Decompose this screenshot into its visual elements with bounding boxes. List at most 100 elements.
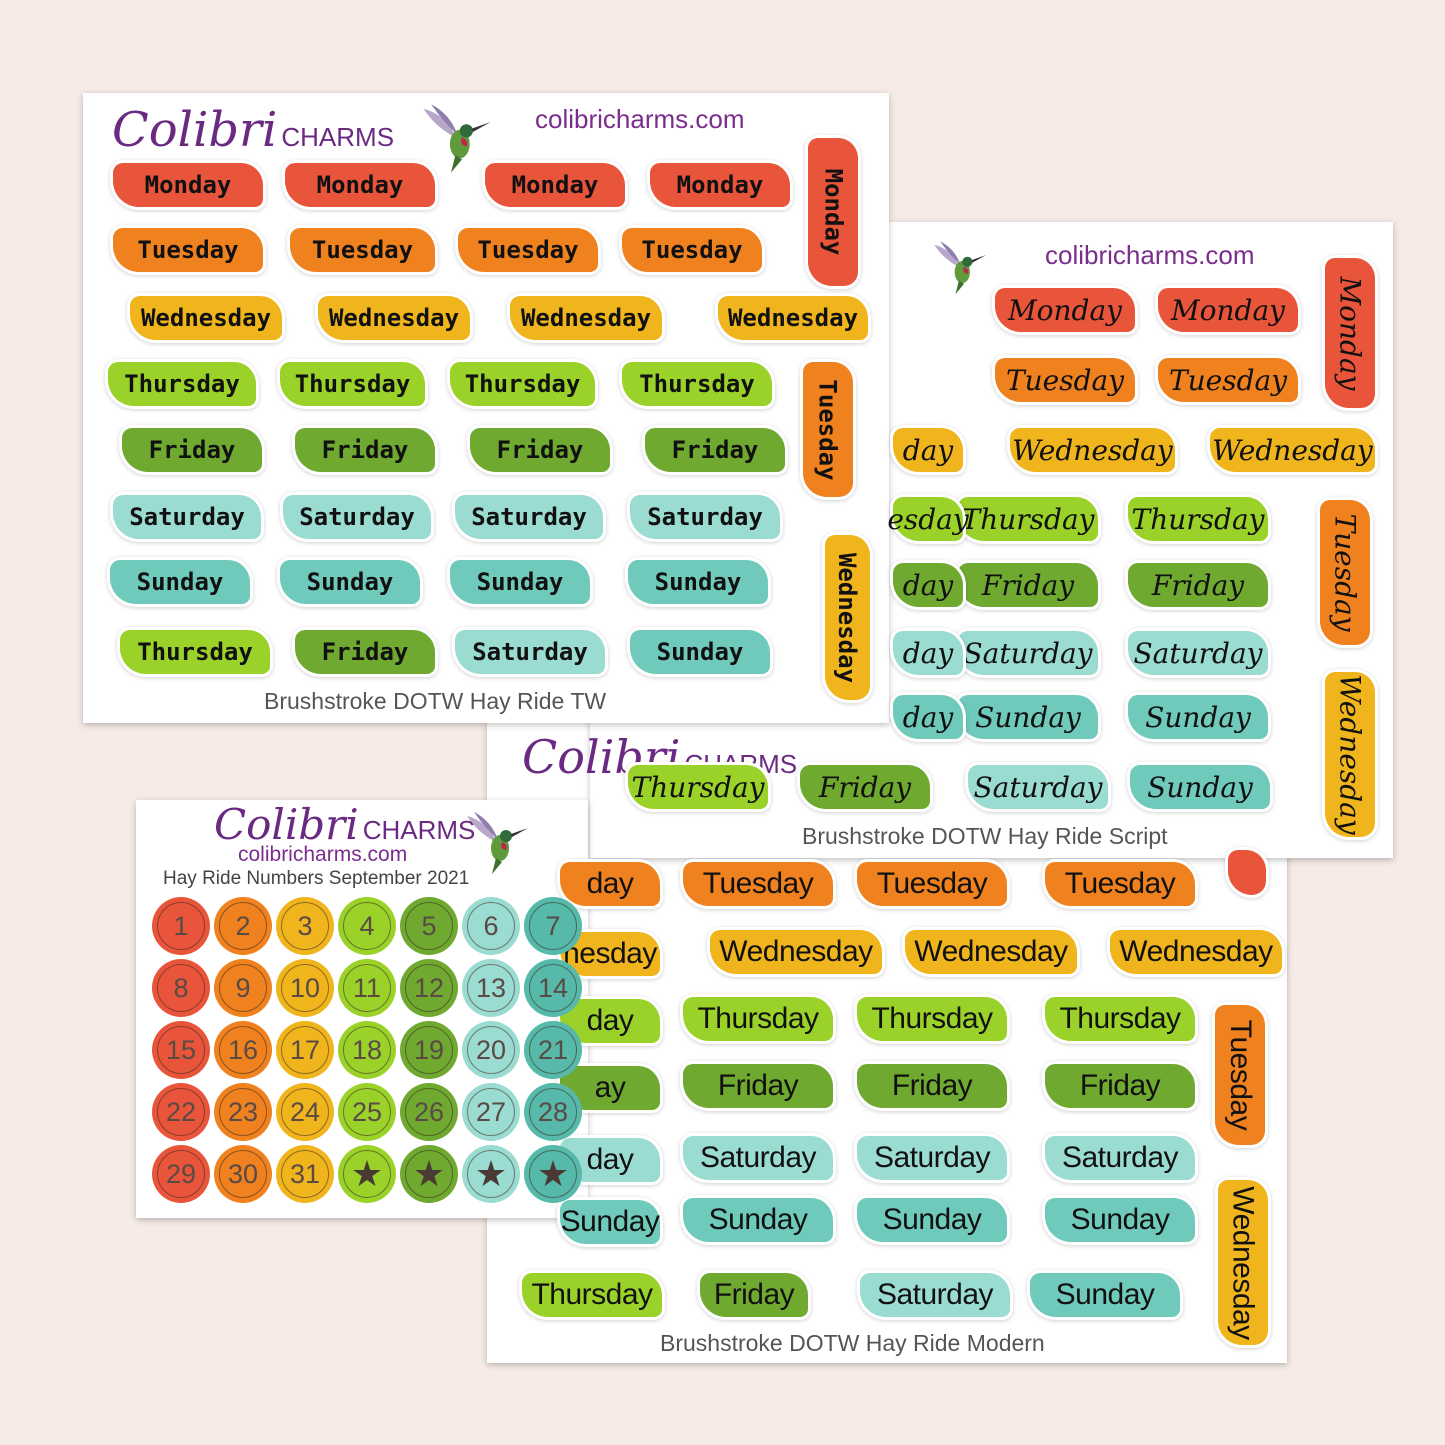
day-sticker: Friday xyxy=(122,428,262,472)
day-sticker: Friday xyxy=(1045,1064,1195,1108)
number-circle: 23 xyxy=(214,1083,272,1141)
day-sticker: Saturday xyxy=(968,765,1108,809)
day-number: 5 xyxy=(421,910,437,941)
day-sticker: Sunday xyxy=(1130,765,1270,809)
number-circle: 18 xyxy=(338,1021,396,1079)
day-sticker: Thursday xyxy=(622,362,772,406)
day-sticker: Thursday xyxy=(450,362,595,406)
day-sticker: Wednesday xyxy=(1210,428,1375,472)
day-sticker: Saturday xyxy=(683,1136,833,1180)
day-sticker: Thursday xyxy=(628,765,768,809)
day-sticker: Friday xyxy=(700,1273,808,1317)
number-circle: 28 xyxy=(524,1083,582,1141)
day-sticker: Friday xyxy=(645,428,785,472)
vertical-day-label: Wednesday xyxy=(833,552,862,683)
day-sticker: Wednesday xyxy=(1010,428,1175,472)
day-sticker: Saturday xyxy=(630,495,780,539)
brand-logo: Colibri CHARMS xyxy=(522,730,797,784)
day-sticker: Wednesday xyxy=(710,930,882,974)
day-sticker: Saturday xyxy=(1128,631,1268,675)
vertical-day-label: Tuesday xyxy=(814,378,842,481)
day-number: 25 xyxy=(351,1096,383,1127)
day-sticker: Thursday xyxy=(857,997,1007,1041)
day-sticker: day xyxy=(893,563,963,607)
sheet-caption: Brushstroke DOTW Hay Ride Modern xyxy=(660,1330,1045,1356)
number-circle: 27 xyxy=(462,1083,520,1141)
partial-sticker xyxy=(1228,850,1266,895)
day-sticker: Tuesday xyxy=(622,228,762,272)
day-number: 1 xyxy=(173,910,189,941)
number-circle: 19 xyxy=(400,1021,458,1079)
number-circle: 31 xyxy=(276,1145,334,1203)
day-sticker: Saturday xyxy=(857,1136,1007,1180)
day-sticker: Tuesday xyxy=(290,228,435,272)
site-url: colibricharms.com xyxy=(1045,240,1255,270)
vertical-day-sticker: Wednesday xyxy=(1218,1180,1268,1345)
day-sticker: day xyxy=(893,695,963,739)
day-sticker: Wednesday xyxy=(130,296,282,340)
brand-logo: Colibri CHARMS xyxy=(214,800,475,849)
day-sticker: Monday xyxy=(113,163,263,207)
day-sticker: day xyxy=(893,631,963,675)
day-sticker: Thursday xyxy=(108,362,256,406)
day-number: 4 xyxy=(359,910,375,941)
day-sticker: Monday xyxy=(485,163,625,207)
day-sticker: Saturday xyxy=(1045,1136,1195,1180)
star-icon: ★ xyxy=(412,1153,446,1194)
star-icon: ★ xyxy=(474,1153,508,1194)
vertical-day-sticker: Tuesday xyxy=(1320,500,1370,645)
vertical-day-label: Wednesday xyxy=(1333,674,1367,835)
day-sticker: Tuesday xyxy=(1158,358,1298,402)
day-sticker: Thursday xyxy=(958,497,1098,541)
vertical-day-label: Monday xyxy=(819,168,848,256)
number-circle: 11 xyxy=(338,959,396,1017)
number-circle: 8 xyxy=(152,959,210,1017)
day-number: 12 xyxy=(413,972,445,1003)
day-number: 3 xyxy=(297,910,313,941)
day-number: 11 xyxy=(352,972,382,1003)
day-number: 16 xyxy=(227,1034,259,1065)
number-circle: 22 xyxy=(152,1083,210,1141)
day-sticker: Saturday xyxy=(455,630,605,674)
day-sticker: Tuesday xyxy=(995,358,1135,402)
day-sticker: Wednesday xyxy=(905,930,1077,974)
day-sticker: Saturday xyxy=(113,495,261,539)
number-circle: 26 xyxy=(400,1083,458,1141)
vertical-day-sticker: Monday xyxy=(808,138,858,286)
day-sticker: Sunday xyxy=(958,695,1098,739)
day-sticker: Sunday xyxy=(280,560,420,604)
day-sticker: day xyxy=(560,862,660,906)
hummingbird-icon xyxy=(418,100,495,182)
day-sticker: Thursday xyxy=(1045,997,1195,1041)
day-sticker: Sunday xyxy=(1045,1198,1195,1242)
number-circle: 1 xyxy=(152,897,210,955)
day-number: 19 xyxy=(413,1034,445,1065)
day-sticker: Wednesday xyxy=(510,296,662,340)
number-circle: 30 xyxy=(214,1145,272,1203)
number-circle: 13 xyxy=(462,959,520,1017)
day-sticker: Wednesday xyxy=(318,296,470,340)
day-sticker: Tuesday xyxy=(458,228,598,272)
day-sticker: Tuesday xyxy=(113,228,263,272)
brand-name: Colibri xyxy=(214,800,359,849)
day-sticker: Friday xyxy=(857,1064,1007,1108)
day-number: 30 xyxy=(227,1158,259,1189)
day-sticker: Sunday xyxy=(560,1200,660,1244)
day-number: 21 xyxy=(537,1034,569,1065)
site-url: colibricharms.com xyxy=(535,104,745,134)
day-sticker: Friday xyxy=(800,765,930,809)
day-sticker: Thursday xyxy=(280,362,425,406)
number-circle: 9 xyxy=(214,959,272,1017)
number-circle: 15 xyxy=(152,1021,210,1079)
day-number: 28 xyxy=(537,1096,569,1127)
number-circle: ★ xyxy=(524,1145,582,1203)
vertical-day-label: Monday xyxy=(1333,276,1367,390)
day-sticker: Sunday xyxy=(1030,1273,1180,1317)
day-sticker: Saturday xyxy=(958,631,1098,675)
day-sticker: Saturday xyxy=(860,1273,1010,1317)
day-sticker: Monday xyxy=(995,288,1135,332)
day-sticker: Friday xyxy=(1128,563,1268,607)
day-sticker: Thursday xyxy=(1128,497,1268,541)
vertical-day-sticker: Monday xyxy=(1325,258,1375,408)
day-number: 6 xyxy=(483,910,499,941)
